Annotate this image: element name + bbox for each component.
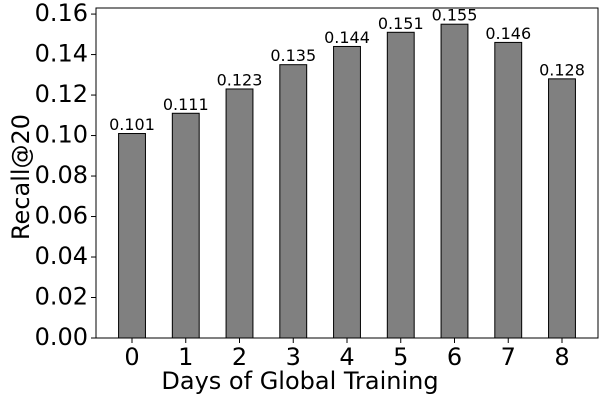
bar xyxy=(225,88,254,339)
value-label: 0.146 xyxy=(485,24,531,43)
x-tick-label: 7 xyxy=(501,343,516,371)
bar xyxy=(333,45,361,339)
bar xyxy=(548,78,576,339)
value-label: 0.123 xyxy=(217,70,263,89)
value-label: 0.101 xyxy=(109,115,155,134)
y-tick-label: 0.02 xyxy=(35,283,88,311)
value-label: 0.144 xyxy=(324,28,370,47)
bar xyxy=(171,112,200,339)
x-tick-label: 1 xyxy=(178,343,193,371)
value-label: 0.128 xyxy=(539,60,585,79)
y-tick-label: 0.00 xyxy=(35,323,88,351)
x-tick-label: 8 xyxy=(554,343,569,371)
y-tick-label: 0.08 xyxy=(35,161,88,189)
x-tick-label: 2 xyxy=(232,343,247,371)
y-tick-label: 0.06 xyxy=(35,202,88,230)
value-label: 0.151 xyxy=(378,14,424,33)
y-tick-label: 0.10 xyxy=(35,121,88,149)
y-axis-label: Recall@20 xyxy=(7,114,35,240)
y-tick-label: 0.14 xyxy=(35,40,88,68)
plot-frame xyxy=(95,7,599,339)
x-tick-label: 3 xyxy=(286,343,301,371)
bar xyxy=(386,31,415,339)
value-label: 0.135 xyxy=(270,46,316,65)
y-tick-label: 0.04 xyxy=(35,242,88,270)
x-tick-label: 0 xyxy=(124,343,139,371)
y-tick-label: 0.16 xyxy=(35,0,88,27)
bar xyxy=(440,23,469,339)
x-tick-label: 5 xyxy=(393,343,408,371)
x-axis-label: Days of Global Training xyxy=(161,367,438,395)
bar xyxy=(279,64,308,339)
y-tick-label: 0.12 xyxy=(35,80,88,108)
value-label: 0.155 xyxy=(432,6,478,25)
x-tick-label: 4 xyxy=(339,343,354,371)
bar xyxy=(118,133,146,339)
x-tick-label: 6 xyxy=(447,343,462,371)
value-label: 0.111 xyxy=(163,95,209,114)
bar xyxy=(494,41,523,339)
